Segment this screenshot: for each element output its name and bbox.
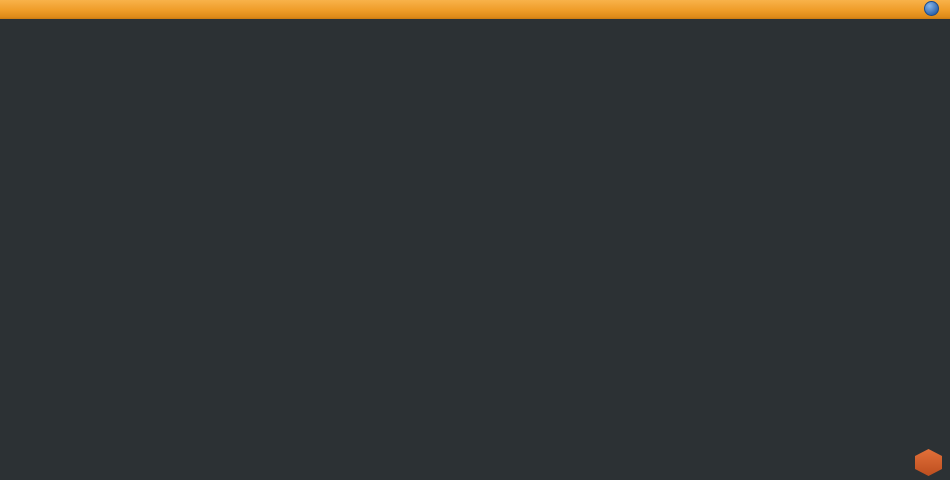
hm2-hexagon-logo-icon [915, 449, 942, 476]
help-icon[interactable] [924, 1, 939, 16]
brand-footer [908, 449, 942, 476]
title-bar [0, 0, 950, 19]
